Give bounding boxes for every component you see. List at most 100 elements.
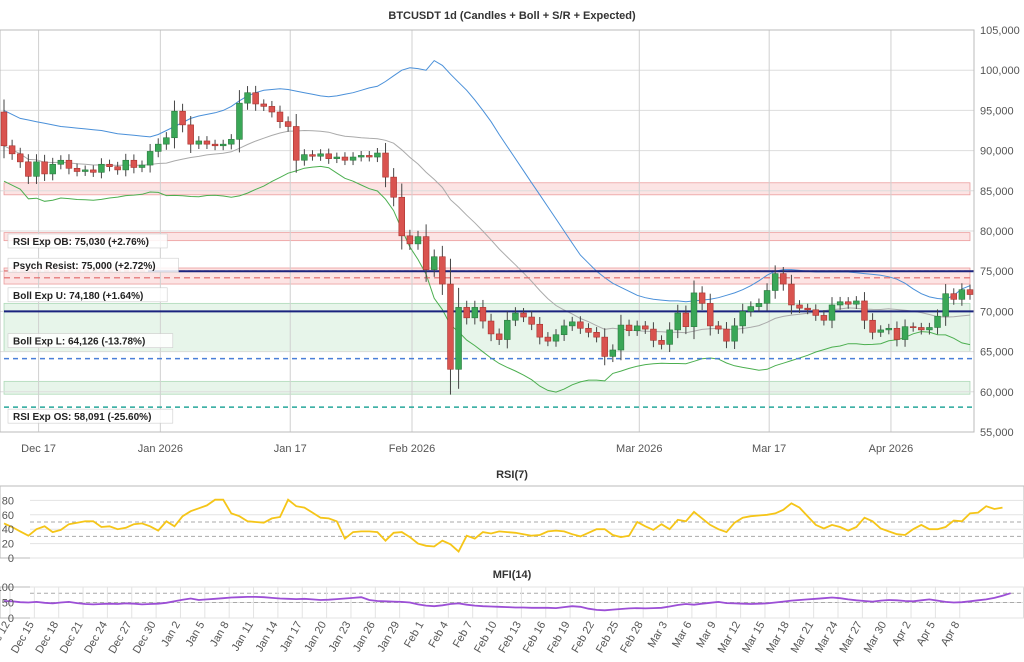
mfi-x-tick-37: Apr 2 (890, 620, 914, 649)
candle-body (366, 155, 373, 158)
candle (374, 147, 381, 163)
mfi-chart-title: MFI(14) (493, 569, 532, 581)
candle-body (731, 325, 738, 342)
mfi-x-tick-36: Mar 30 (862, 620, 890, 656)
candle-body (49, 163, 56, 175)
candle (731, 318, 738, 349)
level-annotation-box-4 (7, 408, 174, 424)
candle-body (804, 307, 811, 311)
candle (544, 332, 552, 347)
level-annotation-box-3 (7, 333, 174, 348)
candle-body (171, 110, 178, 139)
candle (593, 327, 600, 343)
candle (666, 322, 673, 353)
candle (934, 309, 941, 335)
candle (163, 132, 170, 150)
candle-body (228, 139, 235, 145)
candle-body (642, 325, 649, 330)
level-annotation-1: Psych Resist: 75,000 (+2.72%) (13, 261, 156, 272)
level-annotation-3: Boll Exp L: 64,126 (-13.78%) (13, 337, 145, 348)
candle (357, 151, 365, 162)
candle (122, 153, 129, 177)
price-y-tick-7: 90,000 (980, 146, 1014, 158)
candle-body (560, 325, 568, 336)
price-y-tick-4: 75,000 (980, 266, 1014, 278)
candle-body (796, 304, 803, 309)
mfi-x-tick-19: Feb 7 (451, 620, 475, 650)
candle (528, 311, 535, 331)
price-y-tick-2: 65,000 (980, 347, 1014, 359)
level-annotation-box-1 (7, 257, 179, 273)
candle (869, 313, 876, 340)
candle-body (236, 102, 243, 140)
candle-body (820, 315, 828, 321)
candle-body (406, 235, 414, 245)
candle (228, 134, 235, 150)
mfi-x-tick-38: Apr 5 (914, 620, 938, 649)
candle-body (617, 324, 625, 351)
candle (252, 85, 259, 111)
candle (138, 160, 146, 173)
candle (690, 280, 698, 340)
candle (479, 299, 487, 329)
mfi-x-tick-23: Feb 19 (545, 620, 573, 656)
candle (958, 283, 966, 306)
candle-body (268, 106, 276, 113)
candle (447, 258, 454, 395)
rsi-y-ticks: 0 20 40 60 80 (2, 495, 14, 565)
candle-body (755, 303, 763, 307)
mfi-x-tick-16: Jan 29 (375, 620, 402, 655)
candle (244, 86, 251, 110)
candle (885, 323, 893, 335)
candle-body (609, 349, 617, 357)
candle-body (536, 323, 543, 338)
candle-body (357, 155, 365, 158)
rsi-panel: RSI(7) 0 20 40 60 80 (0, 469, 1024, 565)
mfi-x-tick-15: Jan 26 (351, 620, 378, 655)
candle-body (934, 315, 941, 328)
candle-body (763, 290, 771, 304)
candle (625, 319, 633, 337)
candle-body (422, 236, 430, 270)
candle-body (98, 163, 105, 173)
level-annotation-box-0 (7, 233, 168, 249)
candle (90, 165, 97, 177)
candle-body (625, 324, 633, 331)
mfi-x-tick-8: Jan 5 (184, 620, 208, 649)
candle-body (950, 293, 957, 300)
candle-body (293, 126, 300, 161)
candle (463, 300, 470, 325)
mfi-series (3, 592, 1011, 612)
rsi-series (3, 498, 1003, 553)
candle-body (317, 153, 324, 157)
candle-body (966, 289, 974, 295)
candle (739, 303, 746, 334)
candle-body (690, 292, 698, 327)
candle (877, 325, 884, 337)
candle-body (260, 103, 267, 107)
candle (909, 322, 917, 332)
rsi-y-tick-3: 60 (2, 510, 14, 522)
rsi-grid (0, 485, 1024, 559)
candle (828, 297, 836, 329)
candle (707, 293, 714, 336)
candle (601, 328, 608, 366)
candle-body (918, 327, 925, 331)
candle (390, 168, 397, 207)
candle (146, 143, 154, 173)
mfi-x-tick-34: Mar 24 (813, 620, 841, 656)
candle (763, 283, 771, 311)
candle (41, 154, 48, 181)
candle (236, 90, 243, 153)
candle (325, 148, 332, 164)
candle (195, 136, 203, 149)
mfi-x-tick-21: Feb 13 (496, 620, 524, 656)
candle-body (650, 328, 657, 341)
candle-body (390, 176, 397, 198)
candle-body (187, 124, 194, 145)
candle-body (179, 110, 186, 126)
candle-body (836, 301, 844, 306)
candle (861, 292, 868, 330)
price-chart-title: BTCUSDT 1d (Candles + Boll + S/R + Expec… (388, 10, 636, 22)
